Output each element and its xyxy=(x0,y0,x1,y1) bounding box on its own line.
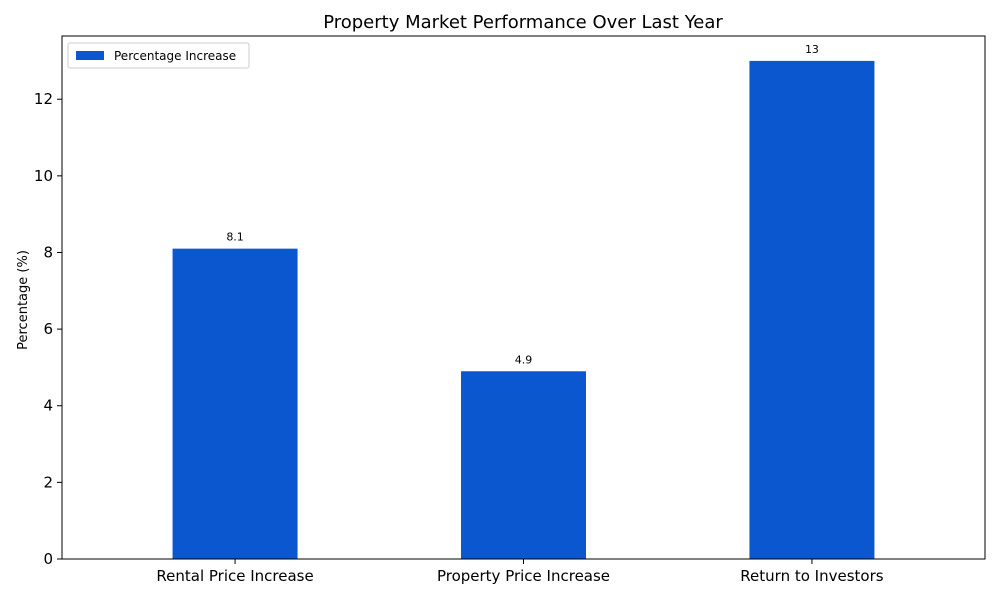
legend-label: Percentage Increase xyxy=(114,49,236,63)
legend-swatch xyxy=(76,51,104,60)
legend-box xyxy=(67,42,250,69)
chart-title: Property Market Performance Over Last Ye… xyxy=(323,12,723,33)
y-tick-label: 8 xyxy=(43,243,53,261)
y-axis-ticks: 0 2 4 6 8 10 12 xyxy=(34,90,62,568)
bar xyxy=(172,248,298,559)
x-tick-label: Rental Price Increase xyxy=(156,567,313,585)
bar-data-label: 13 xyxy=(805,43,819,56)
x-tick-label: Return to Investors xyxy=(740,567,883,585)
bar xyxy=(461,371,586,559)
plot-frame xyxy=(61,35,986,560)
y-tick-label: 4 xyxy=(43,397,53,415)
y-tick-label: 12 xyxy=(34,90,53,108)
y-tick-label: 6 xyxy=(43,320,53,338)
bar xyxy=(749,60,875,560)
x-tick-label: Property Price Increase xyxy=(437,567,610,585)
y-tick-label: 2 xyxy=(43,473,53,491)
bar-data-label: 4.9 xyxy=(515,353,533,366)
legend: Percentage Increase xyxy=(67,42,250,69)
x-axis-ticks: Rental Price Increase Property Price Incr… xyxy=(156,559,884,585)
y-axis-title: Percentage (%) xyxy=(16,250,31,350)
y-tick-label: 0 xyxy=(43,550,53,568)
bar-data-label: 8.1 xyxy=(226,231,244,244)
data-labels-group: 8.1 4.9 13 xyxy=(226,43,819,366)
y-tick-label: 10 xyxy=(34,167,53,185)
bars-group xyxy=(172,60,875,560)
